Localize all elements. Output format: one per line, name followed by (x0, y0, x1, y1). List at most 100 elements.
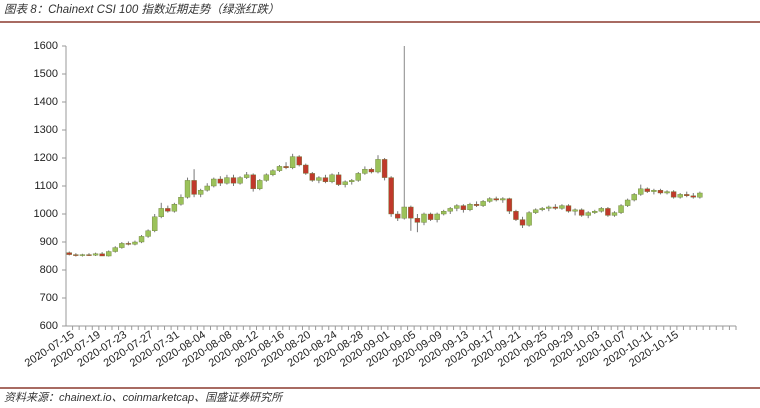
candle-body (257, 180, 263, 189)
candle-body (250, 174, 256, 190)
candle-body (197, 189, 204, 195)
candle-body (500, 198, 506, 201)
candle-body (559, 205, 565, 209)
candle-body (447, 208, 453, 212)
y-tick-label: 600 (40, 320, 58, 332)
candle-body (329, 174, 335, 183)
candle-body (263, 174, 270, 181)
candle-body (119, 243, 125, 248)
candle-body (585, 212, 591, 216)
candle-body (631, 194, 637, 201)
candle-body (349, 180, 355, 182)
candle-body (309, 173, 316, 181)
candle-body (86, 254, 92, 256)
candle-body (66, 252, 72, 255)
candle-body (664, 191, 670, 194)
candle-body (296, 156, 302, 166)
candle-body (421, 213, 427, 223)
candle-body (467, 203, 473, 210)
candle-body (178, 196, 184, 205)
candle-body (592, 210, 598, 213)
candle-body (690, 195, 697, 198)
candle-body (605, 208, 611, 216)
candle-body (539, 208, 545, 210)
candle-body (125, 243, 132, 245)
candle-body (73, 254, 79, 256)
candle-body (368, 168, 375, 173)
candle-body (578, 209, 585, 216)
candle-body (165, 208, 171, 212)
candle-body (598, 208, 605, 212)
y-tick-label: 1300 (34, 124, 58, 136)
candle-body (243, 174, 250, 178)
candle-body (79, 254, 86, 256)
candle-body (224, 177, 230, 184)
y-tick-label: 1000 (34, 208, 58, 220)
candle-body (401, 206, 407, 219)
candle-body (677, 194, 683, 198)
candle-body (513, 210, 519, 220)
candle-body (651, 189, 657, 192)
candle-body (355, 173, 361, 181)
candle-body (270, 170, 276, 176)
candle-body (184, 180, 191, 198)
y-tick-label: 700 (40, 292, 58, 304)
candle-body (276, 166, 283, 171)
candle-body (408, 206, 414, 219)
candle-body (657, 189, 664, 194)
candle-body (138, 236, 145, 243)
y-tick-label: 1400 (34, 96, 58, 108)
y-tick-label: 1500 (34, 68, 58, 80)
candle-body (237, 177, 243, 184)
candle-body (316, 177, 322, 181)
candle-body (230, 177, 237, 184)
y-tick-label: 1200 (34, 152, 58, 164)
candle-body (427, 213, 434, 220)
candle-body (572, 209, 578, 212)
candle-body (480, 201, 486, 206)
candle-body (204, 185, 210, 191)
chart-title: 图表 8：Chainext CSI 100 指数近期走势（绿涨红跌） (4, 3, 279, 16)
candle-body (381, 159, 388, 178)
candle-body (395, 213, 401, 219)
y-tick-label: 900 (40, 236, 58, 248)
candle-body (283, 166, 289, 168)
candle-body (414, 217, 421, 223)
candle-body (92, 253, 99, 256)
candle-body (441, 210, 447, 215)
source-note: 资料来源：chainext.io、coinmarketcap、国盛证券研究所 (4, 391, 284, 404)
candle-body (473, 203, 480, 206)
candle-body (217, 178, 224, 184)
candle-body (151, 216, 158, 232)
candle-body (624, 199, 631, 206)
candle-body (565, 205, 572, 212)
candle-body (486, 198, 493, 202)
candle-body (638, 188, 644, 195)
candle-body (454, 205, 460, 209)
candle-body (171, 203, 178, 212)
y-tick-label: 800 (40, 264, 58, 276)
candle-body (191, 180, 197, 195)
candle-body (289, 156, 296, 169)
candle-body (388, 177, 394, 215)
candle-body (99, 253, 105, 257)
candle-body (362, 168, 368, 174)
candle-body (145, 230, 151, 237)
candle-body (697, 192, 703, 198)
candle-body (493, 198, 499, 201)
y-tick-label: 1600 (34, 40, 58, 52)
candle-body (112, 247, 118, 252)
candle-body (526, 212, 532, 226)
candle-body (158, 208, 164, 217)
candle-body (519, 219, 526, 226)
candle-body (546, 206, 552, 209)
candle-body (342, 181, 348, 185)
candle-body (303, 164, 309, 174)
candle-body (375, 159, 381, 173)
candle-body (532, 209, 539, 213)
candle-body (211, 178, 217, 187)
candle-body (105, 251, 112, 257)
candle-body (335, 174, 342, 185)
candle-body (460, 205, 467, 211)
